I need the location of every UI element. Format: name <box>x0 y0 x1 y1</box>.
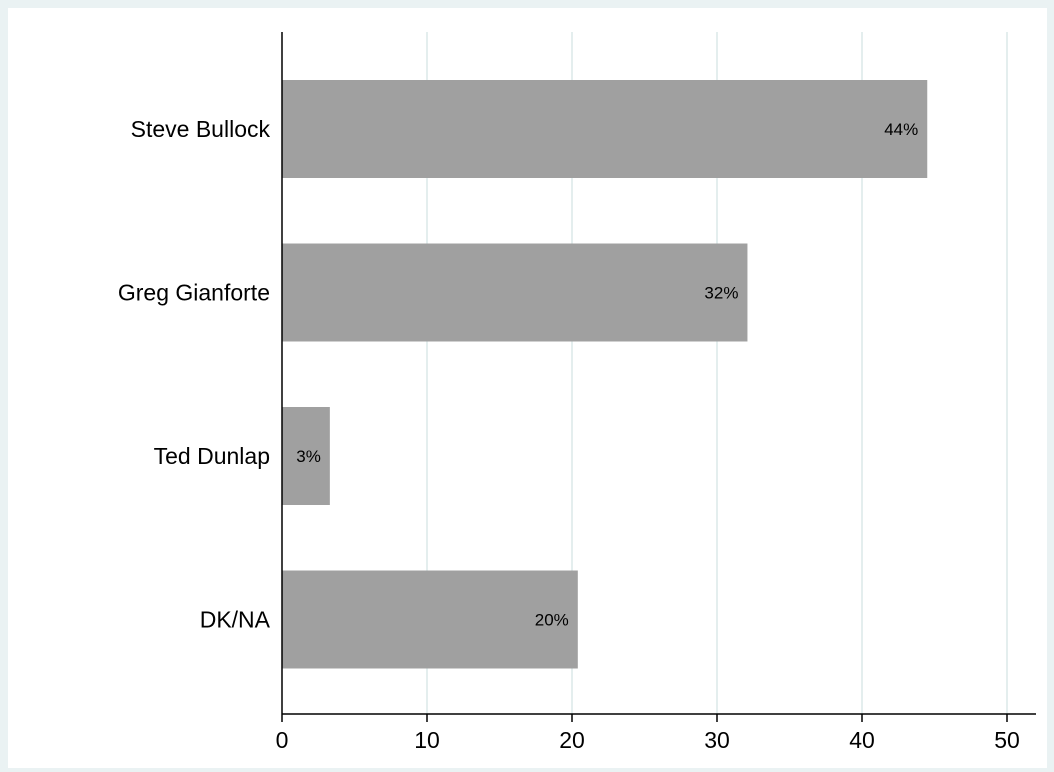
data-label-dk-na: 20% <box>535 611 569 630</box>
category-label-steve-bullock: Steve Bullock <box>131 116 271 142</box>
bars <box>282 80 928 669</box>
axes <box>281 32 1036 722</box>
data-label-steve-bullock: 44% <box>884 120 918 139</box>
bar-greg-gianforte <box>282 243 748 342</box>
category-label-dk-na: DK/NA <box>200 607 271 633</box>
data-label-ted-dunlap: 3% <box>296 447 321 466</box>
labels: 44% Steve Bullock 32% Greg Gianforte 3% Ted D… <box>118 116 1020 753</box>
bar-steve-bullock <box>282 80 928 178</box>
x-tick-label-40: 40 <box>849 727 875 753</box>
bar-dk-na <box>282 570 578 669</box>
bar-ted-dunlap <box>282 407 330 505</box>
x-tick-label-20: 20 <box>559 727 585 753</box>
x-tick-label-50: 50 <box>994 727 1020 753</box>
category-label-ted-dunlap: Ted Dunlap <box>154 443 270 469</box>
x-tick-label-10: 10 <box>414 727 440 753</box>
data-label-greg-gianforte: 32% <box>704 284 738 303</box>
x-tick-label-30: 30 <box>704 727 730 753</box>
category-label-greg-gianforte: Greg Gianforte <box>118 280 270 306</box>
x-tick-label-0: 0 <box>276 727 289 753</box>
